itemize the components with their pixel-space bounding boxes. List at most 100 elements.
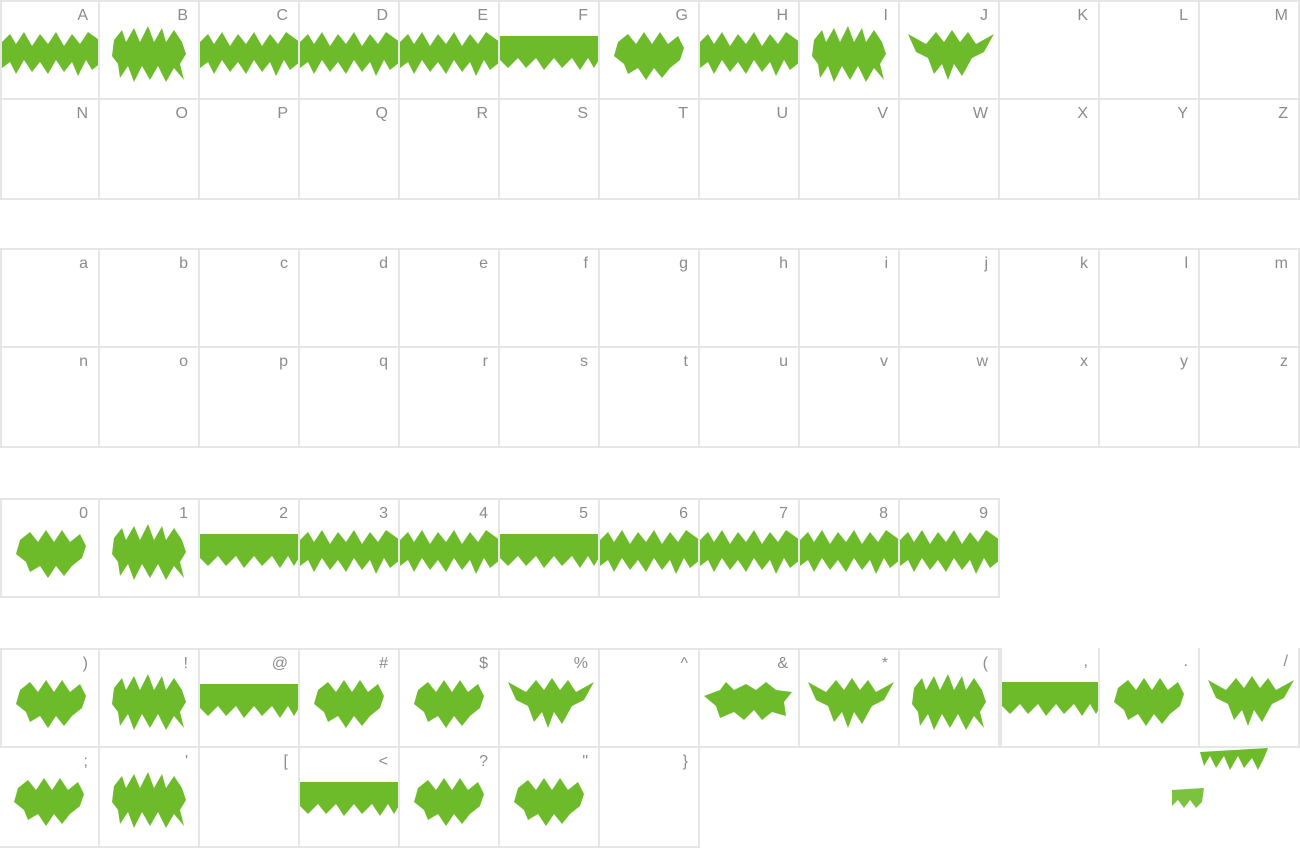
stray-logo-large-shape xyxy=(1200,748,1268,770)
glyph-cell: y xyxy=(1100,348,1200,448)
glyph-cell: a xyxy=(0,248,100,348)
glyph-cell: u xyxy=(700,348,800,448)
glyph-label: ^ xyxy=(680,655,688,672)
glyph-image xyxy=(812,26,886,82)
glyph-label: j xyxy=(984,255,988,272)
glyph-cell: 0 xyxy=(0,498,100,598)
glyph-image xyxy=(614,32,684,80)
glyph-shape xyxy=(16,530,86,578)
stray-logo-large xyxy=(1200,748,1268,770)
glyph-label: K xyxy=(1077,7,1088,24)
glyph-shape xyxy=(2,32,98,76)
glyph-cell: 1 xyxy=(100,498,200,598)
glyph-cell: L xyxy=(1100,0,1200,100)
glyph-label: S xyxy=(577,105,588,122)
glyph-image xyxy=(200,684,298,718)
glyph-shape xyxy=(1208,676,1294,726)
glyph-cell: ? xyxy=(400,748,500,848)
glyph-image xyxy=(314,680,384,728)
glyph-cell: ' xyxy=(100,748,200,848)
glyph-label: L xyxy=(1179,7,1188,24)
glyph-label: . xyxy=(1183,653,1188,670)
glyph-cell: g xyxy=(600,248,700,348)
glyph-cell: z xyxy=(1200,348,1300,448)
glyph-cell: X xyxy=(1000,100,1100,200)
glyph-label: ' xyxy=(184,753,188,770)
glyph-shape xyxy=(112,26,186,82)
glyph-image xyxy=(400,32,498,76)
glyph-cell: [ xyxy=(200,748,300,848)
glyph-label: ; xyxy=(83,753,88,770)
glyph-label: V xyxy=(877,105,888,122)
glyph-cell: o xyxy=(100,348,200,448)
glyph-cell: ( xyxy=(900,648,1000,748)
glyph-image xyxy=(800,530,898,574)
glyph-shape xyxy=(500,534,598,568)
glyph-image xyxy=(908,30,994,80)
glyph-shape xyxy=(200,684,298,718)
glyph-shape xyxy=(112,524,186,580)
glyph-cell: q xyxy=(300,348,400,448)
glyph-label: Y xyxy=(1177,105,1188,122)
glyph-label: J xyxy=(980,7,988,24)
glyph-cell: # xyxy=(300,648,400,748)
glyph-label: n xyxy=(79,353,88,370)
glyph-cell: 9 xyxy=(900,498,1000,598)
glyph-label: g xyxy=(679,255,688,272)
glyph-label: A xyxy=(77,7,88,24)
stray-logo-small-shape xyxy=(1172,788,1204,808)
glyph-cell: 5 xyxy=(500,498,600,598)
glyph-shape xyxy=(414,778,484,826)
glyph-shape xyxy=(300,32,398,76)
glyph-label: o xyxy=(179,353,188,370)
glyph-shape xyxy=(400,530,498,574)
glyph-image xyxy=(300,32,398,76)
glyph-label: " xyxy=(582,753,588,770)
glyph-cell: / xyxy=(1200,648,1300,748)
glyph-label: 0 xyxy=(79,505,88,522)
glyph-cell: , xyxy=(1000,648,1100,748)
glyph-label: ) xyxy=(82,655,88,672)
glyph-cell: r xyxy=(400,348,500,448)
glyph-image xyxy=(112,26,186,82)
glyph-image xyxy=(16,530,86,578)
glyph-label: 9 xyxy=(979,505,988,522)
glyph-label: I xyxy=(883,7,888,24)
glyph-image xyxy=(112,772,186,828)
glyph-image xyxy=(1114,678,1184,726)
glyph-label: w xyxy=(976,353,988,370)
glyph-image xyxy=(900,530,998,574)
glyph-label: 7 xyxy=(779,505,788,522)
glyph-cell: O xyxy=(100,100,200,200)
glyph-shape xyxy=(514,778,584,826)
glyph-shape xyxy=(508,678,594,728)
glyph-label: D xyxy=(376,7,388,24)
glyph-label: m xyxy=(1274,255,1288,272)
stray-logo-small xyxy=(1172,788,1204,808)
glyph-shape xyxy=(400,32,498,76)
glyph-shape xyxy=(200,32,298,76)
glyph-label: Q xyxy=(375,105,388,122)
glyph-image xyxy=(808,678,894,728)
glyph-cell: W xyxy=(900,100,1000,200)
glyph-cell: N xyxy=(0,100,100,200)
glyph-cell: f xyxy=(500,248,600,348)
glyph-cell: B xyxy=(100,0,200,100)
glyph-cell: 8 xyxy=(800,498,900,598)
glyph-label: B xyxy=(177,7,188,24)
glyph-label: O xyxy=(175,105,188,122)
glyph-cell: 3 xyxy=(300,498,400,598)
section-lowercase: a b c d e f g h i j k l m n o p q r s t u v w x y z xyxy=(0,248,1300,448)
glyph-label: y xyxy=(1180,353,1188,370)
glyph-cell: } xyxy=(600,748,700,848)
glyph-label: i xyxy=(884,255,888,272)
glyph-image xyxy=(300,530,398,574)
glyph-shape xyxy=(414,680,484,728)
glyph-label: v xyxy=(880,353,888,370)
glyph-label: } xyxy=(682,753,688,770)
glyph-label: b xyxy=(179,255,188,272)
glyph-image xyxy=(514,778,584,826)
glyph-shape xyxy=(912,674,986,730)
glyph-image xyxy=(200,534,298,568)
glyph-cell: U xyxy=(700,100,800,200)
